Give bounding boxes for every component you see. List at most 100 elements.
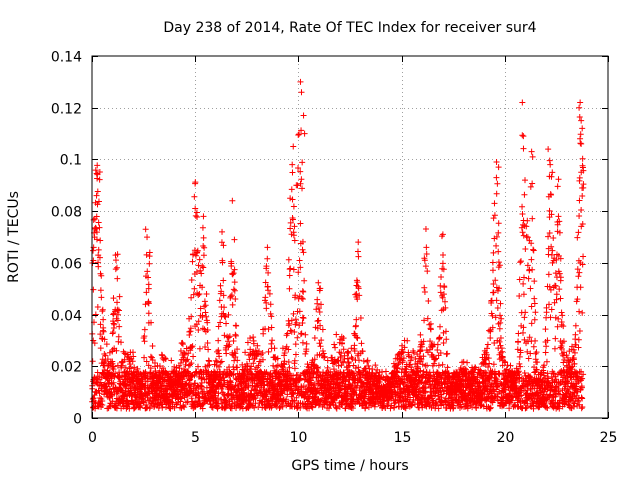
- data-point: [317, 322, 324, 329]
- data-point: [287, 195, 294, 202]
- data-point: [141, 354, 148, 361]
- data-point: [465, 402, 472, 409]
- data-point: [320, 354, 327, 361]
- data-point: [487, 335, 494, 342]
- data-point: [93, 192, 100, 199]
- data-point: [435, 362, 442, 369]
- data-point: [197, 305, 204, 312]
- data-point: [548, 374, 555, 381]
- data-point: [180, 403, 187, 410]
- data-point: [556, 391, 563, 398]
- data-point: [268, 324, 275, 331]
- data-point: [561, 356, 568, 363]
- data-point: [524, 234, 531, 241]
- data-point: [103, 341, 110, 348]
- data-point: [522, 246, 529, 253]
- data-point: [577, 99, 584, 106]
- data-point: [376, 393, 383, 400]
- data-point: [89, 358, 96, 365]
- data-point: [354, 335, 361, 342]
- data-point: [341, 352, 348, 359]
- data-point: [228, 260, 235, 267]
- data-point: [517, 363, 524, 370]
- data-point: [114, 306, 121, 313]
- data-point: [284, 391, 291, 398]
- data-point: [250, 360, 257, 367]
- data-point: [436, 334, 443, 341]
- data-point: [404, 337, 411, 344]
- plot-frame: [91, 55, 609, 419]
- data-point: [285, 346, 292, 353]
- data-point: [315, 279, 322, 286]
- data-point: [434, 346, 441, 353]
- data-point: [520, 145, 527, 152]
- data-point: [309, 404, 316, 411]
- data-point: [315, 317, 322, 324]
- data-point: [129, 358, 136, 365]
- data-point: [577, 140, 584, 147]
- data-point: [580, 253, 587, 260]
- data-point: [333, 405, 340, 412]
- data-point: [292, 351, 299, 358]
- data-point: [230, 371, 237, 378]
- data-point: [421, 317, 428, 324]
- data-point: [187, 361, 194, 368]
- data-point: [531, 278, 538, 285]
- data-point: [228, 292, 235, 299]
- data-point: [121, 356, 128, 363]
- data-point: [487, 405, 494, 412]
- data-point: [559, 312, 566, 319]
- data-point: [220, 292, 227, 299]
- data-point: [499, 395, 506, 402]
- data-point: [244, 362, 251, 369]
- data-point: [520, 133, 527, 140]
- data-point: [299, 159, 306, 166]
- data-point: [427, 326, 434, 333]
- data-point: [145, 300, 152, 307]
- data-point: [179, 339, 186, 346]
- data-point: [441, 298, 448, 305]
- data-point: [296, 308, 303, 315]
- data-point: [169, 399, 176, 406]
- data-point: [110, 295, 117, 302]
- data-point: [545, 301, 552, 308]
- x-axis-label: GPS time / hours: [291, 458, 408, 474]
- data-point: [389, 393, 396, 400]
- data-point: [110, 329, 117, 336]
- data-point: [348, 345, 355, 352]
- data-point: [486, 377, 493, 384]
- data-point: [555, 176, 562, 183]
- data-point: [577, 284, 584, 291]
- data-point: [337, 370, 344, 377]
- data-point: [185, 350, 192, 357]
- data-point: [558, 309, 565, 316]
- data-point: [299, 320, 306, 327]
- data-point: [202, 363, 209, 370]
- data-point: [407, 357, 414, 364]
- data-point: [189, 343, 196, 350]
- data-point: [417, 347, 424, 354]
- data-point: [98, 272, 105, 279]
- data-point: [230, 338, 237, 345]
- data-point: [114, 311, 121, 318]
- data-point: [401, 344, 408, 351]
- data-point: [223, 320, 230, 327]
- data-point: [259, 356, 266, 363]
- data-point: [408, 354, 415, 361]
- data-point: [355, 285, 362, 292]
- y-tick-label: 0.12: [51, 102, 82, 118]
- data-point: [315, 365, 322, 372]
- data-point: [93, 225, 100, 232]
- data-point: [94, 303, 101, 310]
- data-point: [399, 357, 406, 364]
- data-point: [295, 269, 302, 276]
- data-point: [143, 251, 150, 258]
- data-point: [574, 296, 581, 303]
- data-point: [203, 290, 210, 297]
- data-point: [90, 286, 97, 293]
- data-point: [100, 328, 107, 335]
- data-point: [100, 316, 107, 323]
- data-point: [189, 251, 196, 258]
- data-point: [401, 404, 408, 411]
- data-point: [254, 342, 261, 349]
